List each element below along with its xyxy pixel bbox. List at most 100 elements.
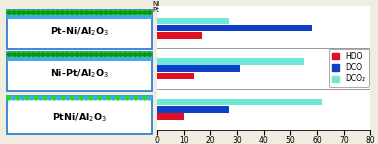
Circle shape [90,11,93,14]
Circle shape [17,53,21,56]
Circle shape [52,96,57,100]
Circle shape [85,11,88,14]
Circle shape [48,96,52,100]
Circle shape [7,11,11,14]
Circle shape [39,96,43,100]
Circle shape [99,11,103,14]
Circle shape [7,53,11,56]
Text: Pt: Pt [153,7,160,13]
FancyBboxPatch shape [7,10,152,15]
Circle shape [51,53,55,56]
Circle shape [138,96,143,100]
Circle shape [128,53,132,56]
Circle shape [75,53,79,56]
Circle shape [128,11,132,14]
Circle shape [99,53,103,56]
Circle shape [56,53,59,56]
Circle shape [60,53,64,56]
Circle shape [114,53,118,56]
Bar [157,99,322,105]
Bar [157,106,229,112]
Circle shape [119,53,122,56]
Circle shape [31,53,35,56]
Circle shape [98,96,102,100]
Circle shape [51,11,55,14]
Circle shape [7,96,11,100]
Legend: HDO, DCO, DCO₂: HDO, DCO, DCO₂ [329,49,369,87]
Bar [157,66,240,72]
Circle shape [94,11,98,14]
Circle shape [84,96,88,100]
Circle shape [60,11,64,14]
Text: Ni-Pt/Al$_2$O$_3$: Ni-Pt/Al$_2$O$_3$ [50,68,109,80]
Circle shape [36,11,40,14]
Circle shape [109,11,113,14]
Circle shape [80,53,84,56]
Circle shape [107,96,111,100]
Circle shape [129,96,134,100]
Circle shape [147,96,152,100]
Circle shape [16,96,20,100]
Circle shape [56,11,59,14]
Circle shape [43,96,48,100]
FancyBboxPatch shape [7,96,152,134]
Bar [157,32,202,39]
Circle shape [61,96,66,100]
Circle shape [41,11,45,14]
Bar [157,73,194,79]
Circle shape [133,53,137,56]
Circle shape [138,11,142,14]
Circle shape [143,11,147,14]
Circle shape [90,53,93,56]
FancyBboxPatch shape [7,52,152,57]
Circle shape [17,11,21,14]
Bar [157,58,304,65]
Circle shape [41,53,45,56]
Circle shape [66,96,70,100]
Circle shape [11,96,16,100]
Circle shape [46,11,50,14]
Circle shape [133,11,137,14]
Circle shape [148,11,152,14]
Circle shape [70,11,74,14]
Circle shape [120,96,125,100]
Bar [157,113,184,120]
Circle shape [88,96,93,100]
Bar [157,18,229,24]
Circle shape [104,53,108,56]
FancyBboxPatch shape [7,57,152,61]
Circle shape [31,11,35,14]
Bar [157,25,312,31]
FancyBboxPatch shape [7,15,152,19]
Circle shape [57,96,61,100]
Text: Pt-Ni/Al$_2$O$_3$: Pt-Ni/Al$_2$O$_3$ [50,26,109,38]
Circle shape [114,11,118,14]
Circle shape [70,96,75,100]
Circle shape [109,53,113,56]
Circle shape [65,11,69,14]
Circle shape [80,11,84,14]
Circle shape [70,53,74,56]
FancyBboxPatch shape [7,52,152,91]
Circle shape [111,96,116,100]
Circle shape [102,96,107,100]
Circle shape [119,11,122,14]
Circle shape [143,53,147,56]
Circle shape [22,53,26,56]
Circle shape [104,11,108,14]
Circle shape [12,53,16,56]
Circle shape [85,53,88,56]
Circle shape [116,96,120,100]
Circle shape [143,96,147,100]
Circle shape [138,53,142,56]
Circle shape [124,11,127,14]
Text: PtNi/Al$_2$O$_3$: PtNi/Al$_2$O$_3$ [52,111,107,124]
Circle shape [65,53,69,56]
Text: Ni: Ni [153,1,160,7]
Circle shape [124,53,127,56]
Circle shape [20,96,25,100]
Circle shape [22,11,26,14]
Circle shape [134,96,138,100]
Circle shape [148,53,152,56]
Circle shape [27,53,31,56]
